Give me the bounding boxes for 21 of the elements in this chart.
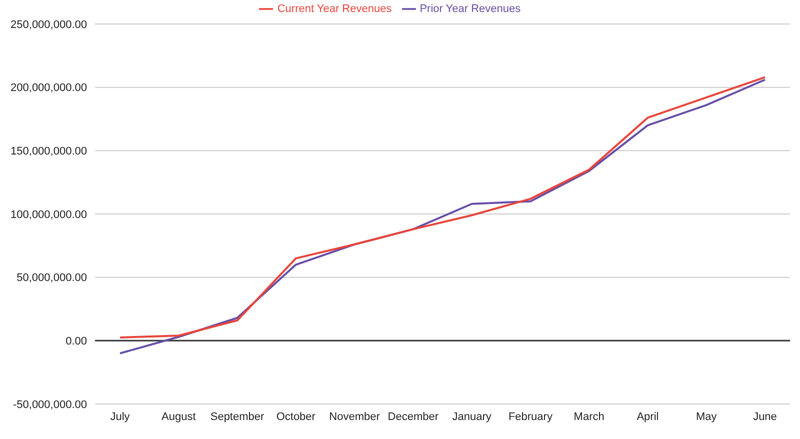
x-tick-label: June bbox=[753, 410, 777, 423]
y-tick-label: 0.00 bbox=[66, 336, 87, 348]
y-tick-label: 100,000,000.00 bbox=[10, 208, 87, 221]
x-tick-label: December bbox=[388, 410, 439, 423]
x-tick-label: January bbox=[452, 410, 492, 423]
x-tick-label: March bbox=[574, 410, 604, 423]
y-tick-label: 200,000,000.00 bbox=[10, 82, 87, 94]
x-tick-label: August bbox=[162, 410, 196, 423]
y-tick-label: 50,000,000.00 bbox=[16, 272, 87, 284]
y-tick-label: 250,000,000.00 bbox=[10, 18, 87, 31]
x-tick-label: May bbox=[696, 410, 718, 423]
x-tick-label: September bbox=[210, 410, 265, 423]
x-tick-label: February bbox=[508, 410, 553, 423]
legend-label: Prior Year Revenues bbox=[420, 2, 521, 15]
x-tick-label: July bbox=[110, 410, 130, 423]
x-tick-label: November bbox=[329, 410, 380, 423]
x-tick-label: October bbox=[276, 410, 316, 423]
y-tick-label: -50,000,000.00 bbox=[12, 398, 87, 411]
legend-label: Current Year Revenues bbox=[277, 2, 392, 15]
y-tick-label: 150,000,000.00 bbox=[10, 146, 87, 158]
x-tick-label: April bbox=[636, 410, 659, 423]
